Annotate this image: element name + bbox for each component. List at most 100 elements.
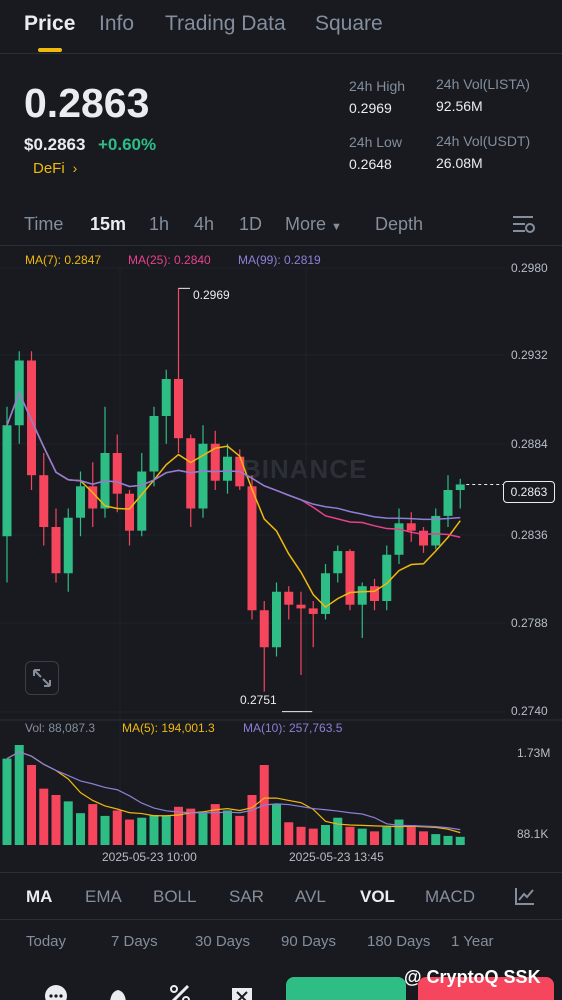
interval-4h[interactable]: 4h	[194, 214, 215, 234]
interval-more-label: More	[285, 214, 327, 234]
volume-bar	[137, 817, 147, 845]
candlestick-chart[interactable]	[0, 248, 562, 848]
volume-bar	[210, 804, 220, 845]
candle-body	[112, 453, 122, 494]
indicator-ma[interactable]: MA	[26, 887, 53, 906]
ma99-legend: MA(99): 0.2819	[238, 253, 321, 267]
candle-body	[174, 379, 183, 439]
indicator-macd[interactable]: MACD	[425, 887, 476, 906]
candle-body	[88, 486, 98, 509]
sell-button[interactable]	[418, 977, 554, 1000]
volume-bar	[27, 765, 36, 845]
price-axis-label: 0.2740	[511, 704, 548, 718]
category-label: DeFi	[33, 160, 65, 177]
caret-down-icon: ▼	[331, 221, 342, 233]
vol-quote-value: 26.08M	[436, 155, 483, 171]
chart-settings-icon[interactable]	[512, 214, 536, 234]
vol-quote-label: 24h Vol(USDT)	[436, 133, 531, 149]
candle-body	[455, 484, 465, 490]
indicator-ema[interactable]: EMA	[85, 887, 122, 906]
candle-body	[284, 591, 294, 605]
candle-body	[321, 573, 330, 614]
indicator-boll[interactable]: BOLL	[153, 887, 197, 906]
interval-depth[interactable]: Depth	[375, 214, 424, 234]
category-tag[interactable]: DeFi ›	[33, 160, 77, 177]
indicator-avl[interactable]: AVL	[295, 887, 326, 906]
volume-bar	[284, 822, 294, 845]
volume-bar	[125, 819, 134, 845]
interval-1d[interactable]: 1D	[239, 214, 263, 234]
candle-body	[259, 610, 269, 648]
indicator-vol[interactable]: VOL	[360, 887, 395, 906]
interval-15m[interactable]: 15m	[90, 214, 127, 234]
volume-bar	[186, 808, 196, 845]
candle-body	[406, 523, 416, 531]
price-axis-label: 0.2836	[511, 528, 548, 542]
fullscreen-button[interactable]	[25, 661, 59, 695]
candle-body	[125, 493, 134, 531]
alert-bell-icon[interactable]	[106, 982, 130, 1000]
volume-bar	[455, 836, 465, 845]
volume-bar	[63, 801, 73, 845]
perf-180d: 180 Days	[367, 933, 431, 950]
candle-body	[419, 530, 428, 546]
price-axis-label: 0.2980	[511, 261, 548, 275]
volume-bar	[419, 831, 428, 845]
tab-trading-data[interactable]: Trading Data	[165, 12, 286, 35]
trade-tools-icon[interactable]	[168, 982, 192, 1000]
candle-body	[198, 443, 208, 509]
binance-watermark: BINANCE	[242, 454, 368, 484]
perf-1y: 1 Year	[451, 933, 494, 950]
top-tab-bar: Price Info Trading Data Square	[0, 0, 562, 54]
high-value: 0.2969	[349, 100, 392, 116]
interval-bar: Time 15m 1h 4h 1D More ▼ Depth	[0, 200, 562, 246]
volume-bar	[308, 828, 318, 845]
indicator-sar[interactable]: SAR	[229, 887, 264, 906]
candle-body	[333, 551, 343, 574]
footer-watermark: @ CryptoQ SSK	[404, 967, 541, 987]
candle-body	[51, 527, 61, 574]
interval-1h[interactable]: 1h	[149, 214, 170, 234]
candle-body	[161, 379, 171, 416]
candle-body	[2, 425, 12, 537]
ma7-legend: MA(7): 0.2847	[25, 253, 102, 267]
volume-bar	[88, 804, 98, 845]
buy-button[interactable]	[286, 977, 406, 1000]
volume-bar	[198, 813, 208, 845]
candle-body	[357, 586, 367, 605]
last-price: 0.2863	[24, 80, 150, 126]
price-axis-label: 0.2884	[511, 437, 548, 451]
candle-body	[443, 490, 453, 516]
volume-bar	[39, 788, 49, 845]
volume-bar	[174, 806, 183, 845]
volume-axis-label: 88.1K	[517, 827, 549, 841]
interval-time[interactable]: Time	[24, 214, 64, 234]
price-usd: $0.2863	[24, 135, 86, 154]
perf-today: Today	[26, 933, 67, 950]
chevron-right-icon: ›	[72, 160, 78, 176]
candle-body	[382, 554, 392, 601]
perf-30d: 30 Days	[195, 933, 251, 950]
ma99-line	[6, 390, 461, 521]
interval-more[interactable]: More ▼	[285, 214, 342, 235]
tab-info[interactable]: Info	[99, 12, 135, 35]
more-icon[interactable]	[44, 982, 68, 1000]
tab-price[interactable]: Price	[24, 12, 76, 35]
tab-square[interactable]: Square	[315, 12, 383, 35]
candle-body	[63, 517, 73, 574]
vol-ma10-line	[6, 751, 461, 831]
volume-bar	[272, 804, 281, 845]
current-price-tag: 0.2863	[503, 481, 555, 503]
vol-base-value: 92.56M	[436, 98, 483, 114]
volume-bar	[431, 834, 441, 845]
high-annotation: 0.2969	[193, 288, 230, 302]
calculator-icon[interactable]	[230, 982, 254, 1000]
volume-bar	[321, 825, 330, 845]
volume-bar	[223, 810, 232, 845]
ma25-legend: MA(25): 0.2840	[128, 253, 211, 267]
volume-bar	[14, 745, 24, 845]
volume-bar	[345, 826, 355, 845]
volume-bar	[333, 817, 343, 845]
active-tab-indicator	[38, 48, 62, 52]
indicator-settings-icon[interactable]	[514, 886, 536, 906]
